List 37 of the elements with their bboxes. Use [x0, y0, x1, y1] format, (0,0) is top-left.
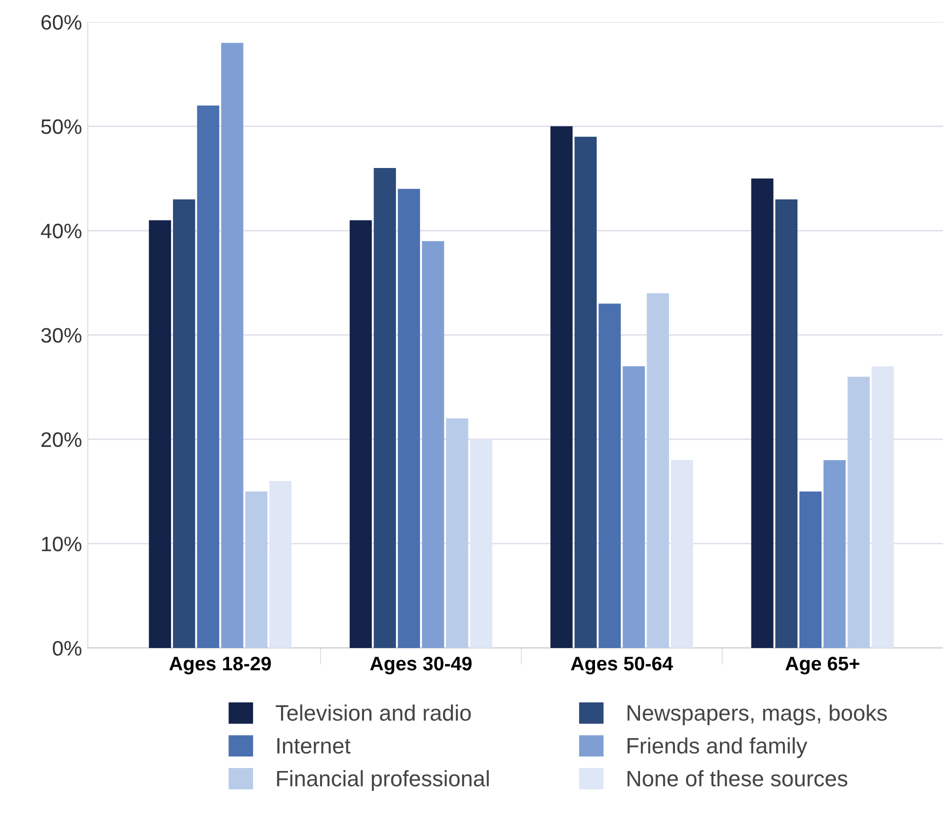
y-tick-label: 40% [40, 224, 82, 238]
y-tick-label: 0% [52, 640, 82, 656]
bar [148, 220, 172, 648]
bar [775, 199, 798, 648]
legend-label: None of these sources [628, 770, 848, 786]
y-tick-label: 10% [42, 536, 82, 552]
y-tick-label: 60% [42, 14, 82, 30]
bar [751, 178, 774, 648]
bar [221, 42, 244, 648]
bar [446, 418, 468, 648]
bar [622, 366, 645, 648]
bar [245, 491, 268, 648]
bar [646, 293, 669, 648]
legend-label: Newspapers, mags, books [628, 704, 887, 726]
legend-label: Financial professional [277, 770, 489, 791]
x-tick-label: Age 65+ [785, 656, 860, 674]
bar [799, 491, 822, 648]
bar [197, 105, 220, 648]
bar [350, 220, 372, 648]
bar [574, 136, 597, 648]
bar [824, 460, 846, 648]
bar [550, 126, 573, 648]
x-tick-label: Ages 18-29 [169, 656, 271, 674]
bar [172, 199, 196, 648]
legend-label: Television and radio [276, 704, 471, 721]
bar [848, 376, 870, 648]
y-tick-label: 30% [41, 328, 82, 343]
bar [398, 188, 420, 648]
bar [422, 241, 444, 648]
y-tick-label: 50% [41, 119, 82, 134]
bar [374, 168, 396, 648]
legend-label: Internet [277, 738, 350, 754]
bar [598, 304, 621, 648]
y-tick-label: 20% [41, 432, 82, 448]
x-tick-label: Ages 50-64 [570, 656, 673, 674]
legend-label: Friends and family [628, 737, 808, 758]
x-tick-label: Ages 30-49 [370, 656, 472, 674]
